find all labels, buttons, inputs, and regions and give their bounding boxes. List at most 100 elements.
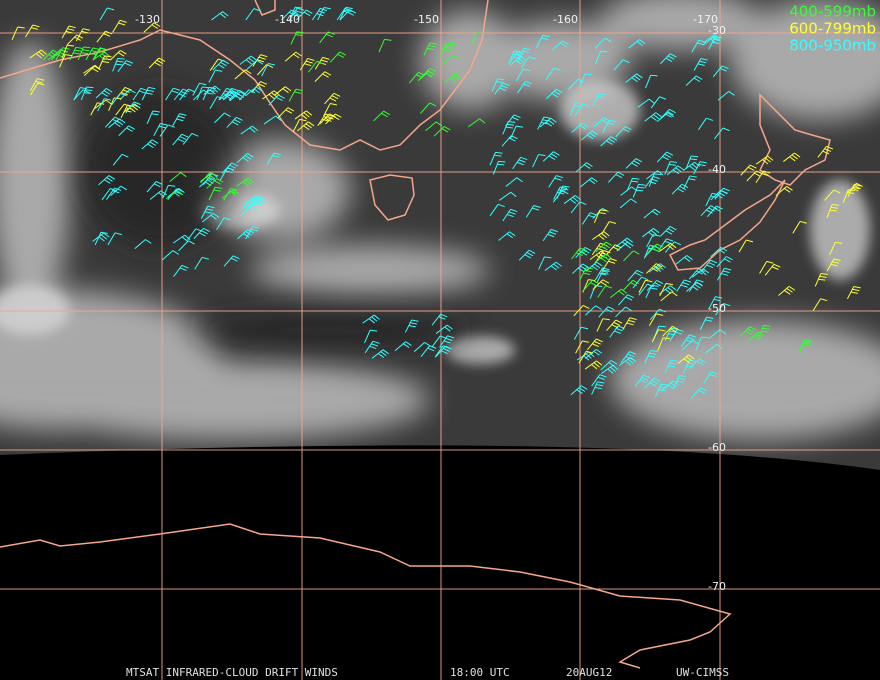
wind-barb bbox=[632, 183, 646, 198]
barb-flag bbox=[632, 279, 640, 285]
barb-shaft bbox=[545, 67, 555, 80]
barb-flag bbox=[303, 11, 311, 17]
barb-flag bbox=[101, 92, 108, 97]
barb-shaft bbox=[520, 56, 530, 69]
barb-flag bbox=[588, 351, 595, 358]
barb-shaft bbox=[597, 285, 606, 298]
barb-flag bbox=[658, 329, 666, 332]
barb-flag bbox=[84, 92, 92, 94]
barb-flag bbox=[592, 279, 599, 284]
barb-flag bbox=[201, 256, 209, 260]
barb-shaft bbox=[708, 36, 716, 50]
wind-barb bbox=[520, 56, 536, 69]
barb-shaft bbox=[846, 286, 855, 300]
barb-shaft bbox=[739, 326, 751, 337]
barb-flag bbox=[541, 37, 549, 40]
wind-barb bbox=[664, 359, 678, 374]
barb-flag bbox=[224, 90, 232, 94]
wind-barb bbox=[132, 87, 148, 101]
wind-barb bbox=[615, 237, 633, 247]
barb-flag bbox=[202, 86, 210, 89]
barb-shaft bbox=[509, 125, 517, 140]
barb-flag bbox=[723, 187, 730, 192]
barb-flag bbox=[598, 93, 606, 96]
barb-flag bbox=[694, 161, 701, 167]
barb-flag bbox=[244, 155, 252, 160]
wind-barb bbox=[532, 153, 546, 168]
barb-flag bbox=[371, 316, 378, 322]
barb-shaft bbox=[112, 20, 121, 33]
barb-flag bbox=[696, 75, 703, 80]
barb-flag bbox=[237, 93, 245, 98]
barb-flag bbox=[446, 324, 453, 330]
barb-flag bbox=[722, 127, 730, 132]
barb-flag bbox=[455, 73, 462, 79]
barb-flag bbox=[553, 263, 560, 269]
wind-barb bbox=[200, 172, 217, 184]
barb-flag bbox=[608, 119, 617, 123]
wind-barb bbox=[571, 247, 587, 260]
barb-flag bbox=[600, 281, 607, 286]
barb-flag bbox=[121, 153, 129, 158]
wind-barb bbox=[829, 241, 843, 256]
wind-barb bbox=[59, 54, 73, 68]
barb-shaft bbox=[740, 164, 751, 176]
barb-flag bbox=[605, 241, 613, 247]
barb-flag bbox=[856, 182, 863, 188]
barb-flag bbox=[236, 116, 243, 121]
barb-flag bbox=[508, 120, 516, 123]
barb-flag bbox=[584, 73, 592, 76]
barb-shaft bbox=[193, 89, 204, 101]
barb-flag bbox=[216, 178, 224, 183]
barb-flag bbox=[248, 89, 256, 94]
wind-barb bbox=[747, 331, 765, 342]
barb-flag bbox=[629, 317, 637, 320]
barb-shaft bbox=[494, 82, 504, 95]
barb-shaft bbox=[683, 175, 691, 189]
barb-flag bbox=[542, 34, 550, 38]
barb-flag bbox=[595, 348, 603, 354]
barb-shaft bbox=[601, 221, 610, 234]
barb-flag bbox=[628, 319, 636, 323]
wind-barb bbox=[99, 7, 115, 21]
wind-barb bbox=[573, 305, 590, 317]
barb-shaft bbox=[688, 268, 699, 280]
footer-text: 18:00 UTC bbox=[450, 666, 510, 679]
barb-flag bbox=[576, 389, 583, 394]
barb-flag bbox=[654, 173, 662, 176]
wind-barb bbox=[759, 260, 774, 274]
barb-shaft bbox=[746, 170, 757, 182]
barb-flag bbox=[723, 303, 731, 307]
barb-flag bbox=[761, 330, 769, 333]
barb-shaft bbox=[643, 208, 655, 219]
barb-flag bbox=[672, 325, 679, 331]
barb-flag bbox=[718, 249, 725, 254]
barb-flag bbox=[724, 267, 732, 271]
barb-flag bbox=[329, 103, 338, 106]
barb-flag bbox=[620, 288, 628, 294]
wind-barb bbox=[542, 228, 558, 242]
barb-shaft bbox=[226, 116, 237, 128]
barb-shaft bbox=[364, 329, 371, 344]
barb-shaft bbox=[59, 54, 66, 68]
barb-flag bbox=[726, 256, 733, 261]
barb-flag bbox=[652, 175, 660, 180]
wind-barb bbox=[660, 53, 677, 65]
barb-shaft bbox=[237, 229, 249, 240]
barb-flag bbox=[670, 161, 678, 163]
barb-flag bbox=[380, 351, 387, 357]
barb-shaft bbox=[538, 256, 545, 270]
wind-barb bbox=[605, 244, 622, 256]
barb-shaft bbox=[94, 232, 102, 246]
wind-barb bbox=[512, 156, 528, 170]
barb-flag bbox=[256, 86, 263, 92]
barb-flag bbox=[818, 278, 826, 281]
barb-flag bbox=[771, 266, 779, 270]
barb-flag bbox=[329, 97, 337, 102]
barb-flag bbox=[296, 31, 304, 34]
barb-shaft bbox=[55, 47, 64, 61]
barb-shaft bbox=[690, 387, 701, 399]
barb-shaft bbox=[236, 177, 249, 187]
barb-shaft bbox=[606, 319, 617, 331]
